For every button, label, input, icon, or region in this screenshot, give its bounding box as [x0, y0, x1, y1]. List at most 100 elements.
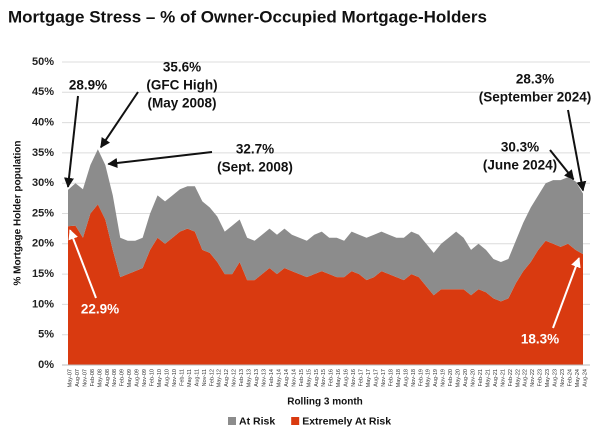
x-tick-label: Nov-22 [530, 369, 536, 387]
x-tick-label: Aug-08 [105, 369, 111, 387]
x-tick-label: Aug-15 [314, 369, 320, 387]
x-tick-label: Aug-17 [373, 369, 379, 387]
annotation: (May 2008) [147, 96, 216, 111]
x-tick-label: Feb-20 [448, 369, 454, 386]
x-tick-label: Aug-10 [164, 369, 170, 387]
area [68, 149, 583, 302]
y-tick-label: 40% [32, 117, 54, 129]
annotation-arrow [107, 151, 213, 168]
y-tick-label: 50% [32, 56, 54, 68]
x-tick-label: Feb-11 [179, 369, 185, 386]
annotation: (Sept. 2008) [217, 160, 293, 175]
annotation: 28.3% [516, 72, 554, 87]
legend-label: Extremely At Risk [302, 415, 391, 427]
x-tick-label: May-23 [545, 369, 551, 387]
annotation: (June 2024) [483, 158, 557, 173]
annotation: 32.7% [236, 142, 274, 157]
x-tick-label: May-08 [97, 369, 103, 387]
y-tick-label: 25% [32, 207, 54, 219]
x-tick-label: May-13 [247, 369, 253, 387]
annotation-arrow [100, 91, 139, 149]
x-tick-label: Feb-19 [418, 369, 424, 386]
x-tick-label: Aug-21 [493, 369, 499, 387]
annotation: 30.3% [501, 140, 539, 155]
x-tick-label: May-09 [127, 369, 133, 387]
x-tick-label: May-10 [157, 369, 163, 387]
annotation-arrow [567, 109, 587, 192]
x-tick-label: May-18 [396, 369, 402, 387]
x-tick-label: May-22 [515, 369, 521, 387]
y-tick-label: 45% [32, 86, 54, 98]
annotation: (September 2024) [479, 90, 592, 105]
x-tick-label: Aug-22 [523, 369, 529, 387]
x-tick-label: Aug-07 [75, 369, 81, 387]
x-tick-label: Feb-18 [388, 369, 394, 386]
x-tick-label: Feb-17 [359, 369, 365, 386]
x-tick-label: May-24 [575, 369, 581, 387]
annotation-arrow [549, 149, 575, 181]
x-tick-label: Feb-14 [269, 369, 275, 386]
x-tick-label: May-14 [276, 369, 282, 387]
x-tick-label: Aug-23 [553, 369, 559, 387]
x-tick-label: Aug-12 [224, 369, 230, 387]
y-tick-label: 15% [32, 268, 54, 280]
chart-title: Mortgage Stress – % of Owner-Occupied Mo… [8, 7, 487, 26]
annotation-arrow [68, 229, 97, 299]
y-tick-label: 20% [32, 238, 54, 250]
x-tick-label: May-20 [456, 369, 462, 387]
y-tick-label: 35% [32, 147, 54, 159]
x-tick-label: Nov-15 [321, 369, 327, 387]
x-tick-label: Aug-11 [194, 369, 200, 386]
x-tick-label: May-17 [366, 369, 372, 387]
annotation: 28.9% [69, 78, 107, 93]
x-tick-label: Feb-09 [120, 369, 126, 386]
x-tick-label: Nov-20 [470, 369, 476, 387]
legend-label: At Risk [239, 415, 275, 427]
x-tick-label: Aug-16 [344, 369, 350, 387]
x-axis-label: Rolling 3 month [287, 397, 363, 408]
y-axis-label: % Mortgage Holder population [13, 141, 24, 286]
x-tick-label: Nov-14 [291, 369, 297, 387]
x-tick-label: Aug-18 [403, 369, 409, 387]
x-tick-label: Nov-17 [381, 369, 387, 387]
legend-swatch [291, 417, 300, 425]
x-tick-label: May-19 [426, 369, 432, 387]
x-tick-label: Aug-13 [254, 369, 260, 387]
x-tick-label: Nov-08 [112, 369, 118, 387]
x-tick-label: Feb-10 [150, 369, 156, 386]
annotation: 35.6% [163, 60, 201, 75]
x-tick-label: Nov-13 [262, 369, 268, 387]
x-tick-label: May-11 [187, 369, 193, 387]
annotation-arrow [552, 257, 581, 329]
y-tick-label: 0% [38, 359, 54, 371]
x-tick-label: Nov-07 [82, 369, 88, 387]
x-tick-label: Aug-20 [463, 369, 469, 387]
annotation-arrow [64, 95, 79, 188]
x-tick-label: Nov-11 [202, 369, 208, 386]
x-tick-label: Nov-16 [351, 369, 357, 387]
y-tick-label: 5% [38, 329, 54, 341]
area [68, 204, 583, 365]
x-tick-label: Aug-14 [284, 369, 290, 387]
x-tick-label: Aug-24 [582, 369, 588, 387]
x-tick-label: May-15 [306, 369, 312, 387]
annotation: (GFC High) [146, 78, 217, 93]
legend-swatch [228, 417, 236, 425]
annotation: 18.3% [521, 332, 559, 347]
annotation: 22.9% [81, 302, 119, 317]
y-tick-label: 30% [32, 177, 54, 189]
x-tick-label: May-16 [336, 369, 342, 387]
x-tick-label: Nov-21 [500, 369, 506, 387]
x-tick-label: Nov-09 [142, 369, 148, 387]
x-tick-label: May-12 [217, 369, 223, 387]
x-tick-label: Feb-08 [90, 369, 96, 386]
x-tick-label: Nov-23 [560, 369, 566, 387]
x-tick-label: Feb-13 [239, 369, 245, 386]
x-tick-label: Feb-21 [478, 369, 484, 386]
x-tick-label: Aug-19 [433, 369, 439, 387]
x-tick-label: May-21 [485, 369, 491, 387]
x-tick-label: Feb-23 [538, 369, 544, 386]
x-tick-label: Nov-18 [411, 369, 417, 387]
x-tick-label: Feb-16 [329, 369, 335, 386]
